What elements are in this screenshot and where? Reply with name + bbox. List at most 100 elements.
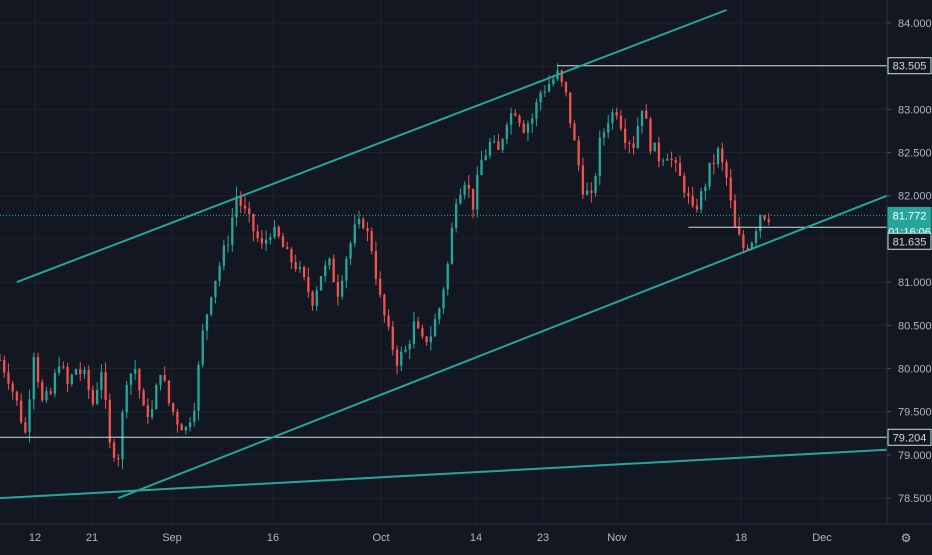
candle-body	[226, 244, 230, 246]
candle	[87, 365, 90, 399]
candle-body	[197, 364, 200, 411]
candle-body	[699, 191, 703, 210]
candle	[463, 181, 466, 200]
candle	[332, 254, 335, 283]
drawings[interactable]	[0, 9, 888, 500]
candle-body	[463, 184, 466, 195]
channel-lower-trendline[interactable]	[117, 194, 888, 500]
high-level-label: 83.505	[887, 57, 932, 75]
candle-body	[70, 374, 73, 385]
candle-body	[243, 205, 247, 209]
candle-body	[83, 370, 86, 375]
candle	[623, 118, 627, 150]
candle	[324, 260, 327, 282]
candle-body	[222, 245, 226, 266]
candle	[683, 172, 686, 199]
recent-low-label: 81.635	[887, 232, 932, 250]
candle	[294, 254, 297, 273]
candle	[138, 367, 141, 399]
gear-icon[interactable]: ⚙	[901, 531, 912, 545]
candle	[134, 360, 137, 380]
candle-body	[560, 70, 563, 83]
candle-body	[193, 410, 196, 423]
candle-body	[623, 128, 627, 143]
candle-body	[497, 141, 500, 150]
channel-upper-trendline[interactable]	[16, 9, 727, 284]
candle-body	[539, 92, 542, 103]
candle	[661, 157, 665, 167]
candle	[222, 240, 226, 271]
candle	[459, 188, 462, 205]
long-base-trendline[interactable]	[0, 448, 888, 500]
candle	[497, 133, 500, 150]
candle	[243, 196, 247, 215]
candle-body	[759, 215, 762, 232]
time-tick-label: 12	[29, 532, 41, 544]
candle	[45, 386, 48, 403]
candle-body	[712, 162, 715, 165]
candle	[742, 229, 745, 252]
recent-low-label-text: 81.635	[893, 236, 927, 248]
candle	[573, 120, 576, 141]
candle	[7, 363, 10, 390]
time-tick-label: Dec	[812, 532, 832, 544]
candle-body	[100, 372, 103, 390]
candle	[416, 316, 420, 330]
candle-body	[653, 142, 656, 152]
candle	[569, 92, 572, 129]
candle	[256, 224, 259, 243]
candle-body	[704, 186, 707, 192]
candle-body	[531, 118, 534, 124]
candle-body	[307, 276, 310, 293]
candle-body	[248, 208, 251, 215]
candle	[121, 409, 124, 470]
candle	[488, 138, 492, 159]
candle-body	[315, 290, 318, 306]
candle-body	[581, 165, 585, 195]
candle-body	[362, 219, 365, 229]
candle	[142, 387, 145, 406]
candle	[526, 120, 530, 142]
support-level-label-text: 79.204	[893, 432, 927, 444]
candle	[733, 194, 737, 228]
candle-body	[19, 400, 23, 423]
candle	[374, 241, 378, 286]
candle	[759, 214, 762, 239]
candle-body	[619, 115, 623, 129]
candle	[721, 142, 724, 171]
candle-body	[290, 249, 293, 263]
candle	[357, 210, 361, 229]
candle	[281, 232, 285, 248]
candle	[226, 235, 230, 253]
candle	[218, 261, 221, 287]
candle	[387, 309, 390, 331]
candle-body	[425, 336, 428, 343]
candle	[248, 201, 251, 223]
candle-body	[28, 399, 31, 433]
candle-body	[62, 366, 65, 368]
candle-body	[408, 343, 411, 350]
candle	[543, 85, 547, 98]
candle-body	[569, 92, 572, 124]
candle-body	[176, 411, 179, 425]
candle-body	[328, 258, 331, 266]
candle-body	[404, 349, 407, 352]
candle-body	[231, 217, 234, 245]
candle	[41, 379, 44, 403]
candle-body	[264, 239, 268, 244]
candle	[231, 207, 234, 252]
time-axis[interactable]: 12 21 Sep 16 Oct 14 23 Nov 18 Dec ⚙	[29, 531, 912, 545]
candle	[108, 393, 111, 449]
candle	[564, 81, 568, 97]
candle	[53, 369, 57, 398]
candle	[471, 188, 475, 219]
candle-body	[210, 297, 213, 315]
candle-body	[488, 141, 492, 156]
candle	[670, 151, 673, 168]
candle-body	[594, 176, 597, 193]
candle-body	[535, 102, 538, 119]
candle	[366, 221, 369, 242]
candle	[653, 142, 656, 152]
